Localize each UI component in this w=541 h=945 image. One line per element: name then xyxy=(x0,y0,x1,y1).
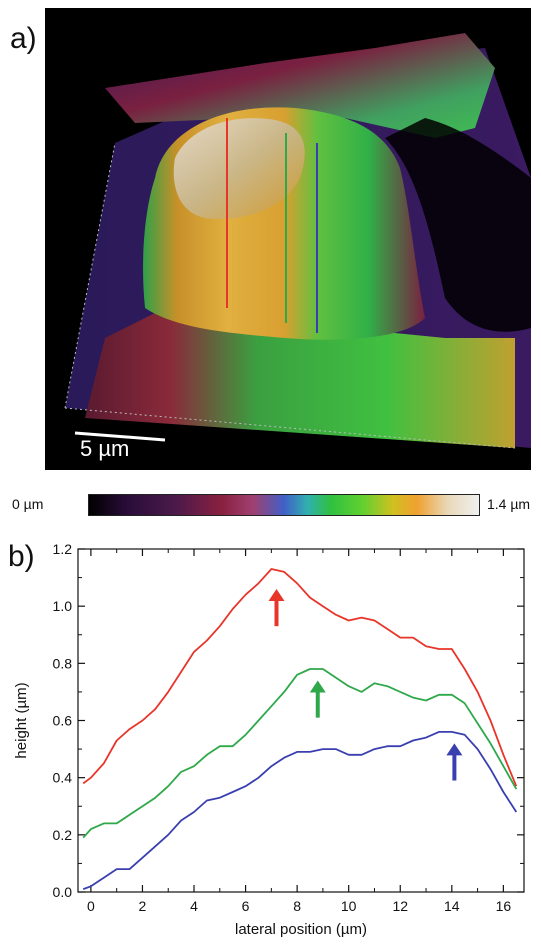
x-tick-label: 16 xyxy=(496,898,512,914)
y-tick-label: 1.0 xyxy=(53,598,73,614)
mound-top xyxy=(173,118,305,219)
annotation-arrow-1 xyxy=(268,589,285,627)
colorbar-min-label: 0 µm xyxy=(12,496,44,512)
series-line-3 xyxy=(82,730,518,890)
scale-bar xyxy=(74,431,166,442)
x-tick-label: 14 xyxy=(444,898,460,914)
colorbar-max-label: 1.4 µm xyxy=(487,496,531,512)
y-tick-label: 0.2 xyxy=(53,827,73,843)
scale-bar-label: 5 µm xyxy=(80,436,130,461)
sample-base xyxy=(85,308,515,448)
y-tick-label: 0.4 xyxy=(53,770,73,786)
annotation-arrow-2 xyxy=(309,680,326,718)
annotation-arrow-3 xyxy=(446,743,463,781)
height-colorbar xyxy=(88,494,480,516)
series-line-2 xyxy=(82,668,518,839)
y-tick-label: 0.6 xyxy=(53,713,73,729)
panel-b-label: b) xyxy=(8,540,35,573)
x-tick-label: 10 xyxy=(341,898,357,914)
plot-frame xyxy=(77,548,525,893)
colorbar-row: 0 µm 1.4 µm xyxy=(0,494,541,518)
x-tick-label: 2 xyxy=(139,898,147,914)
y-tick-label: 0.8 xyxy=(53,655,73,671)
shadow-region xyxy=(385,118,531,332)
x-tick-label: 12 xyxy=(392,898,408,914)
x-tick-label: 0 xyxy=(87,898,95,914)
back-ridge xyxy=(105,33,495,138)
y-tick-label: 0.0 xyxy=(53,884,73,900)
panel-a-label: a) xyxy=(10,22,37,55)
y-axis-title: height (µm) xyxy=(13,682,30,758)
afm-3d-image: 5 µm xyxy=(45,8,531,470)
x-tick-label: 4 xyxy=(190,898,198,914)
x-tick-label: 6 xyxy=(242,898,250,914)
height-profile-chart: 0 2 4 6 8 10 12 14 16 0.0 0.2 0.4 0.6 0.8 1.0 1.2 later… xyxy=(13,541,525,938)
series-line-1 xyxy=(82,568,518,787)
x-axis-title: lateral position (µm) xyxy=(235,921,367,938)
y-tick-label: 1.2 xyxy=(53,541,73,557)
x-tick-label: 8 xyxy=(293,898,301,914)
